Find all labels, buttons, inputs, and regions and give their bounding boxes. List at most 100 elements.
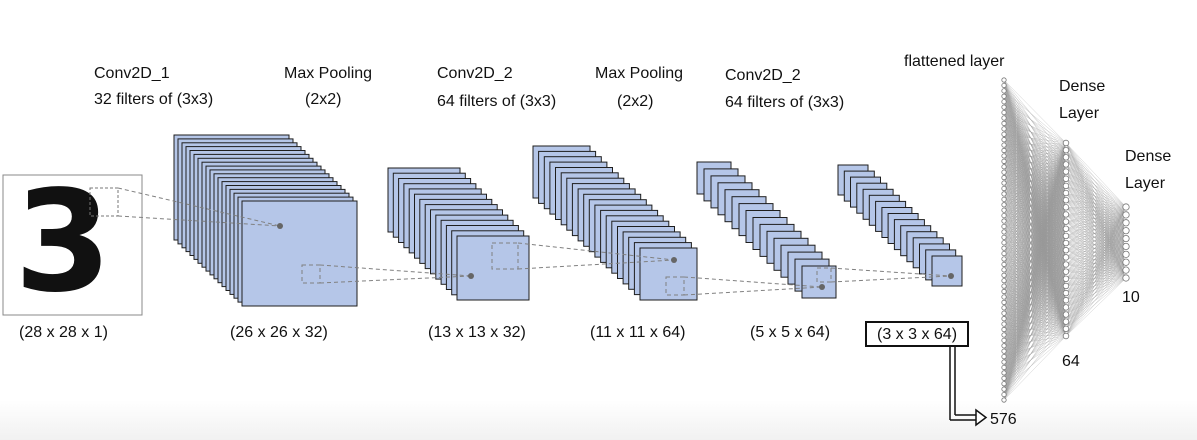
dense1-connection [1003, 142, 1067, 254]
neuron [1062, 297, 1070, 304]
neuron [1001, 326, 1007, 333]
dense1-connection [1003, 85, 1067, 151]
dense2-connection [1065, 200, 1127, 216]
neuron [1001, 147, 1007, 154]
dense2-connection [1065, 222, 1127, 308]
dense1-connection [1003, 139, 1067, 151]
neuron [1001, 250, 1007, 257]
neuron [1122, 227, 1130, 235]
dense1-connection [1003, 150, 1067, 390]
neuron [1001, 115, 1007, 121]
dense1-connection [1003, 150, 1067, 205]
dense1-connection [1003, 90, 1067, 158]
neuron [1062, 325, 1070, 333]
dense2-connection [1065, 206, 1127, 322]
connection-line [830, 267, 952, 277]
neuron [1001, 381, 1007, 387]
dense1-connection [1003, 185, 1067, 395]
dense1-connection [1003, 161, 1067, 165]
dense2-connection [1065, 200, 1127, 208]
neuron [1001, 120, 1007, 126]
dense2-connection [1065, 238, 1127, 294]
dense2-connection [1065, 254, 1127, 265]
dense1-connection [1003, 335, 1067, 379]
dense2-connection [1065, 269, 1127, 322]
dense2-connection [1065, 164, 1127, 208]
dense2-connection [1065, 150, 1127, 208]
neuron [1001, 158, 1007, 164]
conv1-dimension: (26 x 26 x 32) [230, 324, 328, 341]
dense1-connection [1003, 150, 1067, 216]
dense2-connection [1065, 238, 1127, 301]
dense2-connection [1065, 214, 1127, 337]
neuron [1001, 175, 1007, 181]
dense1-connection [1003, 117, 1067, 165]
pool1-title: Max Pooling [284, 65, 373, 82]
dense2-connection [1065, 214, 1127, 229]
dense2-connection [1065, 238, 1127, 308]
dense1-connection [1003, 164, 1067, 173]
dense2-connection [1065, 238, 1127, 265]
neuron [1062, 318, 1070, 325]
dense2-connection [1065, 206, 1127, 265]
dense1-connection [1003, 142, 1067, 222]
dense2-connection [1065, 238, 1127, 279]
dense2-connection [1065, 230, 1127, 265]
conv2-feature-maps [532, 145, 698, 301]
neuron [1001, 337, 1007, 343]
dense2-connection [1065, 214, 1127, 301]
neuron [1062, 247, 1070, 254]
dense1-connection [1003, 164, 1067, 184]
dense2-connection [1065, 269, 1127, 272]
dense2-connection [1065, 277, 1127, 337]
dense2-connection [1065, 192, 1127, 208]
receptive-field-connections [117, 187, 954, 296]
dense2-connection [1065, 246, 1127, 322]
dense2-connection [1065, 246, 1127, 329]
dense1-connection [1003, 150, 1067, 165]
dense2-connection [1065, 262, 1127, 279]
dense2-connection [1065, 230, 1127, 287]
dense2-connection [1065, 262, 1127, 294]
dense1-connection [1003, 142, 1067, 189]
neuron [1001, 93, 1007, 99]
dense2-connection [1065, 246, 1127, 301]
dense1-connection [1003, 142, 1067, 200]
dense1-connection [1003, 157, 1067, 211]
dense2-connection [1065, 206, 1127, 337]
dense2-connection [1065, 206, 1127, 222]
dense2-connection [1065, 214, 1127, 294]
neuron [1001, 142, 1007, 148]
flattened-layer-title: flattened layer [904, 53, 1005, 70]
dense2-connection [1065, 230, 1127, 279]
dense1-connection [1003, 142, 1067, 276]
dense1-connection [1003, 164, 1067, 401]
dense1-connection [1003, 142, 1067, 373]
dense2-connection [1065, 254, 1127, 308]
dense1-connection [1003, 149, 1067, 173]
dense2-connection [1065, 269, 1127, 294]
dense2-connection [1065, 214, 1127, 279]
dense1-connection [1003, 142, 1067, 308]
input-image-frame [2, 174, 143, 316]
input-image: 3 [2, 161, 143, 324]
dense1-connection [1003, 142, 1067, 232]
dense1-connection [1003, 178, 1067, 390]
dense2-connection [1065, 157, 1127, 216]
dense1-connection [1003, 278, 1067, 401]
neuron [1062, 189, 1070, 197]
dense2-connection [1065, 222, 1127, 294]
input-receptive-field [89, 187, 119, 217]
neuron [1062, 204, 1070, 211]
dense2-connection [1065, 238, 1127, 337]
input-digit: 3 [14, 161, 111, 324]
dense1-connection [1003, 257, 1067, 395]
neuron [1062, 254, 1070, 261]
neuron [1062, 304, 1070, 311]
dense1-connection [1003, 128, 1067, 165]
neuron [1001, 299, 1007, 305]
dense1-connection [1003, 328, 1067, 395]
conv3-title: Conv2D_2 [725, 67, 801, 84]
dense2-connection [1065, 150, 1127, 216]
dense2-connection [1065, 230, 1127, 301]
